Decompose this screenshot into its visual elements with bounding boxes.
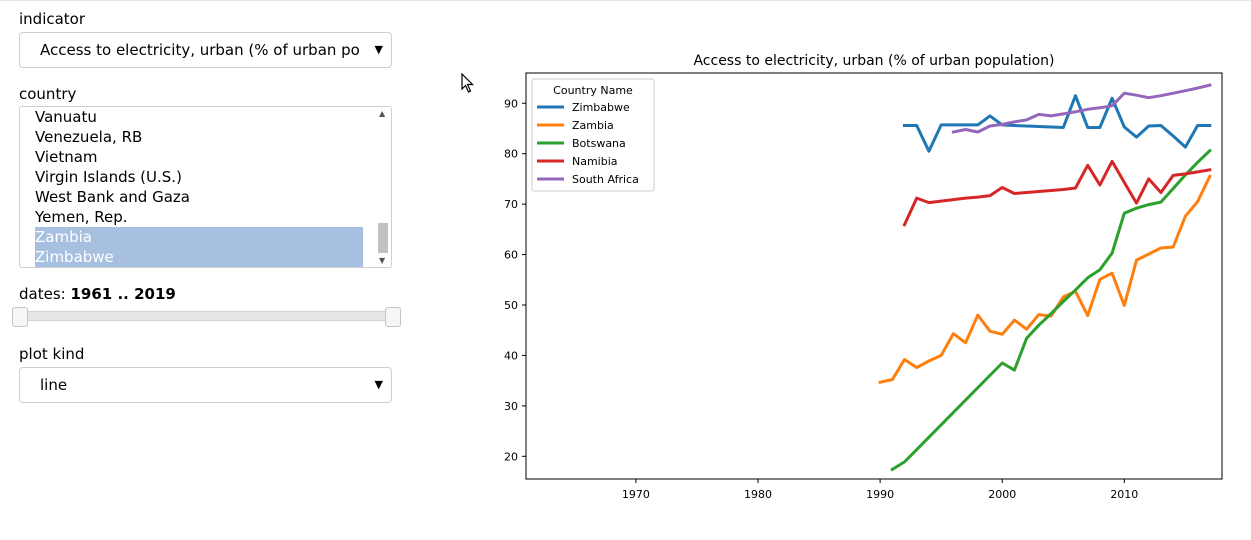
country-listbox[interactable]: Vanuatu Venezuela, RB Vietnam Virgin Isl… [19, 106, 392, 268]
y-tick-label: 20 [504, 450, 518, 463]
indicator-select[interactable]: Access to electricity, urban (% of urban… [19, 32, 392, 68]
chart-title: Access to electricity, urban (% of urban… [693, 53, 1054, 69]
series-line-namibia [902, 159, 1212, 227]
dates-slider-end-handle[interactable] [385, 307, 401, 327]
x-tick-label: 1980 [744, 488, 772, 501]
legend-entry: Zambia [572, 119, 614, 132]
series-line-zambia [878, 174, 1212, 384]
country-option[interactable]: Vanuatu [35, 108, 97, 126]
top-divider [0, 0, 1251, 1]
plot-kind-label: plot kind [19, 345, 85, 363]
y-tick-label: 50 [504, 299, 518, 312]
legend-entry: Botswana [572, 137, 626, 150]
country-label: country [19, 85, 77, 103]
scrollbar-thumb[interactable] [378, 223, 388, 253]
country-option-selected[interactable]: Zambia [35, 227, 363, 247]
indicator-select-value: Access to electricity, urban (% of urban… [40, 41, 360, 59]
x-tick-label: 2000 [988, 488, 1016, 501]
listbox-scrollbar[interactable]: ▲ ▼ [377, 109, 389, 265]
y-tick-label: 30 [504, 400, 518, 413]
legend-entry: Namibia [572, 155, 618, 168]
country-option[interactable]: West Bank and Gaza [35, 188, 190, 206]
dropdown-arrow-icon: ▼ [374, 378, 383, 391]
series-line-botswana [890, 148, 1212, 472]
series-line-zimbabwe [903, 94, 1212, 153]
dates-slider-start-handle[interactable] [12, 307, 28, 327]
country-option[interactable]: Virgin Islands (U.S.) [35, 168, 182, 186]
y-tick-label: 60 [504, 249, 518, 262]
country-option-selected[interactable]: Zimbabwe [35, 247, 363, 267]
dates-range-value: 1961 .. 2019 [70, 285, 176, 303]
dates-label-text: dates: [19, 285, 66, 303]
legend-entry: South Africa [572, 173, 639, 186]
dropdown-arrow-icon: ▼ [374, 43, 383, 56]
mouse-cursor-icon [461, 73, 474, 93]
y-tick-label: 80 [504, 148, 518, 161]
dates-label: dates: 1961 .. 2019 [19, 285, 176, 303]
series-line-south-africa [951, 83, 1212, 134]
plot-frame [525, 72, 1223, 480]
indicator-label: indicator [19, 10, 86, 28]
legend-title: Country Name [553, 84, 633, 97]
x-tick-label: 1970 [622, 488, 650, 501]
country-option[interactable]: Venezuela, RB [35, 128, 143, 146]
plot-kind-select[interactable]: line ▼ [19, 367, 392, 403]
scroll-up-icon[interactable]: ▲ [379, 109, 386, 118]
y-tick-label: 90 [504, 97, 518, 110]
y-tick-label: 40 [504, 349, 518, 362]
legend-entry: Zimbabwe [572, 101, 630, 114]
scroll-down-icon[interactable]: ▼ [379, 256, 386, 265]
x-tick-label: 2010 [1110, 488, 1138, 501]
country-option[interactable]: Yemen, Rep. [35, 208, 128, 226]
country-option[interactable]: Vietnam [35, 148, 98, 166]
x-tick-label: 1990 [866, 488, 894, 501]
plot-kind-select-value: line [40, 376, 68, 394]
y-tick-label: 70 [504, 198, 518, 211]
